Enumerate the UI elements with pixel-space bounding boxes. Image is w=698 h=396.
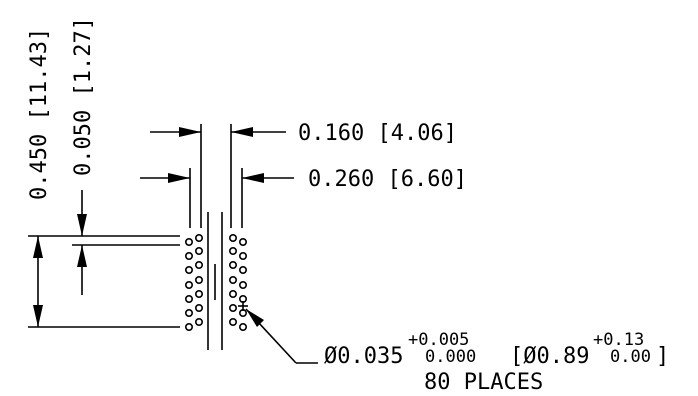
hole [229,260,238,269]
hole-tolerance-minus-mm: 0.00 [610,347,651,367]
outer-width-dimension: 0.260 [6.60] [140,167,467,192]
hole [185,238,194,247]
pitch-arrow-top [77,214,87,236]
height-dimension: 0.450 [11.43] [27,28,180,328]
hole [195,303,204,312]
hole-leader-arrow [246,309,264,327]
hole-tolerance-plus-mm: +0.13 [593,330,644,350]
pitch-dimension-label: 0.050 [1.27] [71,17,96,176]
hole [229,317,238,326]
hole [185,322,194,331]
hole-metric-open: [Ø0.89 [510,344,589,369]
hole-metric-close: ] [656,344,669,369]
hole [195,247,204,256]
hole-leader [245,308,318,364]
pitch-dimension: 0.050 [1.27] [71,17,180,295]
inner-width-label: 0.160 [4.06] [298,121,457,146]
hole [229,303,238,312]
hole [229,289,238,298]
hole [185,280,194,289]
hole-count-note: 80 PLACES [424,370,543,395]
outer-width-label: 0.260 [6.60] [308,167,467,192]
inner-width-dimension: 0.160 [4.06] [150,121,457,146]
inner-width-arrow-right [231,127,253,137]
hole-tolerance-plus-in: +0.005 [408,330,469,350]
width-extension-lines [189,124,243,228]
hole [195,289,204,298]
hole [239,280,248,289]
hole [185,265,194,274]
hole-diameter-label: Ø0.035 [324,344,403,369]
center-lines [207,212,223,350]
hole [185,308,194,317]
hole [239,265,248,274]
inner-width-arrow-left [179,127,201,137]
outer-width-arrow-right [242,173,264,183]
pitch-arrow-bottom [77,245,87,267]
hole [185,294,194,303]
hole [195,260,204,269]
hole [195,317,204,326]
hole-pattern [185,234,248,331]
height-arrow-top [33,236,43,258]
hole [229,247,238,256]
hole-callout: Ø0.035 +0.005 0.000 [Ø0.89 +0.13 0.00 ] … [324,330,669,395]
hole [195,275,204,284]
hole [239,322,248,331]
hole [239,252,248,261]
hole [195,234,204,243]
height-arrow-bottom [33,305,43,327]
hole [185,252,194,261]
hole-tolerance-minus-in: 0.000 [425,347,476,367]
outer-width-arrow-left [168,173,190,183]
hole [239,238,248,247]
hole [229,234,238,243]
height-dimension-label: 0.450 [11.43] [27,28,52,200]
hole [229,275,238,284]
